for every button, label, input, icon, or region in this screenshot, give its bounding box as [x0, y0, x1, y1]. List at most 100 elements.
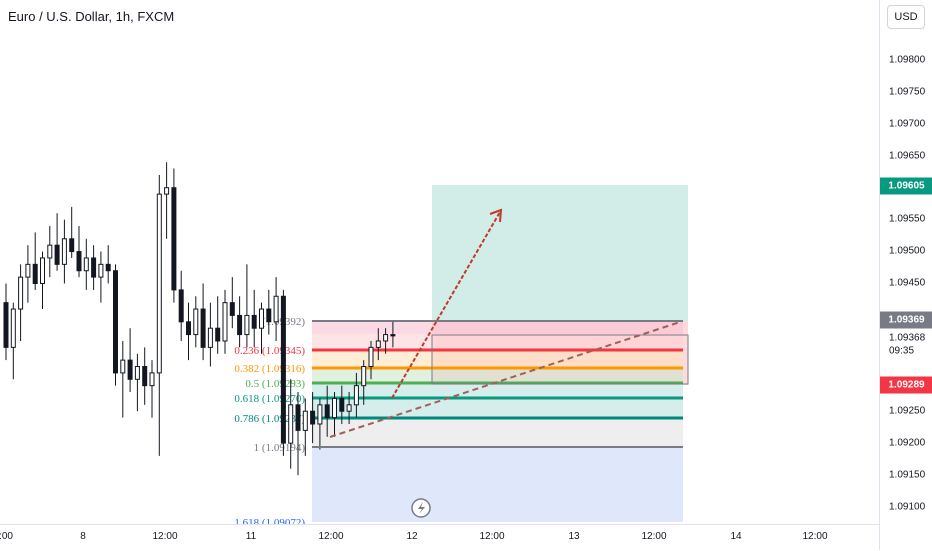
candle-body	[332, 397, 337, 419]
candle-body	[339, 397, 345, 412]
candle-body	[193, 308, 199, 336]
fib-level-label: 0.618 (1.09270)	[234, 393, 305, 405]
time-tick: 11	[245, 531, 257, 542]
candle-body	[317, 404, 323, 425]
price-tick: 1.09650	[889, 150, 926, 162]
candle-body	[171, 187, 177, 291]
candle-body	[178, 289, 184, 323]
price-tick: 1.09700	[889, 118, 926, 130]
time-tick: 12:00	[641, 531, 667, 542]
time-tick: 13	[568, 531, 580, 542]
price-tick: 1.09800	[889, 54, 926, 66]
candle-body	[127, 359, 133, 380]
candle-body	[113, 270, 118, 374]
fib-level-label: 0.236 (1.09345)	[234, 345, 305, 357]
price-tick: 1.09200	[889, 437, 926, 449]
fib-band	[312, 368, 683, 383]
candle-body	[3, 302, 9, 348]
price-tick: 1.09250	[889, 405, 926, 417]
candle-body	[40, 257, 45, 285]
fib-level-label: 0.5 (1.09293)	[245, 378, 305, 390]
candle-body	[383, 334, 389, 342]
candle-body	[215, 327, 221, 342]
candle-body	[207, 327, 213, 348]
arrow-head-icon	[489, 208, 503, 223]
current-price-tag: 1.09369	[880, 311, 932, 329]
trend-line[interactable]	[329, 321, 681, 438]
position-entry-box[interactable]	[431, 334, 689, 385]
candle-body	[229, 302, 235, 316]
candle-body	[390, 334, 396, 337]
time-tick: 12	[406, 531, 418, 542]
candle-body	[266, 308, 272, 323]
candle-body	[222, 302, 228, 342]
price-tick: 1.09550	[889, 213, 926, 225]
lightning-icon[interactable]	[411, 498, 431, 518]
fib-band	[312, 447, 683, 522]
time-tick: 12:00	[152, 531, 178, 542]
candle-body	[25, 263, 31, 278]
candle-body	[310, 410, 316, 425]
candle-body	[69, 238, 75, 253]
fib-level-label: 0.382 (1.09316)	[234, 363, 305, 375]
target-price-tag: 1.09605	[880, 177, 932, 195]
candle-body	[259, 308, 264, 329]
fib-band	[312, 398, 683, 418]
candle-body	[105, 263, 111, 272]
candle-body	[353, 385, 359, 406]
last-price-label: 1.09368	[889, 332, 926, 344]
candle-body	[244, 314, 250, 336]
candle-body	[251, 314, 257, 329]
candle-body	[361, 366, 367, 387]
candle-body	[295, 404, 301, 431]
candle-body	[83, 257, 89, 272]
fib-band	[312, 334, 683, 350]
candle-body	[98, 263, 104, 278]
fib-level-label: 1 (1.09194)	[254, 442, 306, 454]
candle-body	[18, 276, 24, 310]
candle-body	[368, 346, 374, 368]
time-tick: 8	[80, 531, 86, 542]
candle-body	[91, 257, 97, 278]
price-tick: 1.09500	[889, 245, 926, 257]
candle-body	[156, 193, 162, 374]
profit-zone[interactable]	[432, 185, 688, 321]
candle-body	[134, 366, 140, 380]
candle-body	[375, 340, 381, 348]
time-tick: 12:00	[802, 531, 828, 542]
currency-button[interactable]: USD	[887, 5, 925, 29]
candle-body	[32, 263, 38, 285]
price-tick: 1.09450	[889, 277, 926, 289]
candle-body	[273, 295, 279, 323]
candle-body	[302, 410, 308, 431]
candle-body	[76, 251, 82, 272]
time-axis[interactable]: :00 8 12:00 11 12:00 12 12:00 13 12:00 14 12:00	[0, 524, 879, 551]
stop-price-tag: 1.09289	[880, 376, 932, 394]
bar-countdown: 09:35	[889, 345, 915, 357]
time-tick: 14	[730, 531, 742, 542]
candle-body	[288, 404, 294, 444]
candle-body	[186, 321, 191, 336]
fib-band	[312, 321, 683, 334]
time-tick: 12:00	[479, 531, 505, 542]
price-tick: 1.09150	[889, 469, 926, 481]
candle-body	[164, 187, 170, 195]
candle-body	[47, 244, 53, 259]
candle-body	[237, 314, 243, 336]
candle-body	[324, 404, 330, 419]
candle-body	[120, 359, 126, 374]
candle-body	[142, 366, 148, 387]
price-axis[interactable]: USD 1.09800 1.09750 1.09700 1.09650 1.09550 1…	[879, 0, 932, 550]
fib-level-label: 0.786 (1.09237)	[234, 413, 305, 425]
candle-body	[280, 295, 286, 444]
fib-band	[312, 418, 683, 447]
chart-canvas[interactable]: (1.09392)0.236 (1.09345)0.382 (1.09316)0…	[0, 0, 878, 524]
fib-band	[312, 350, 683, 368]
time-tick: :00	[0, 531, 13, 542]
candle-body	[346, 404, 352, 412]
fib-band	[312, 383, 683, 398]
price-tick: 1.09750	[889, 86, 926, 98]
candle-body	[54, 244, 60, 265]
candle-body	[10, 308, 16, 348]
candle-body	[200, 308, 206, 348]
